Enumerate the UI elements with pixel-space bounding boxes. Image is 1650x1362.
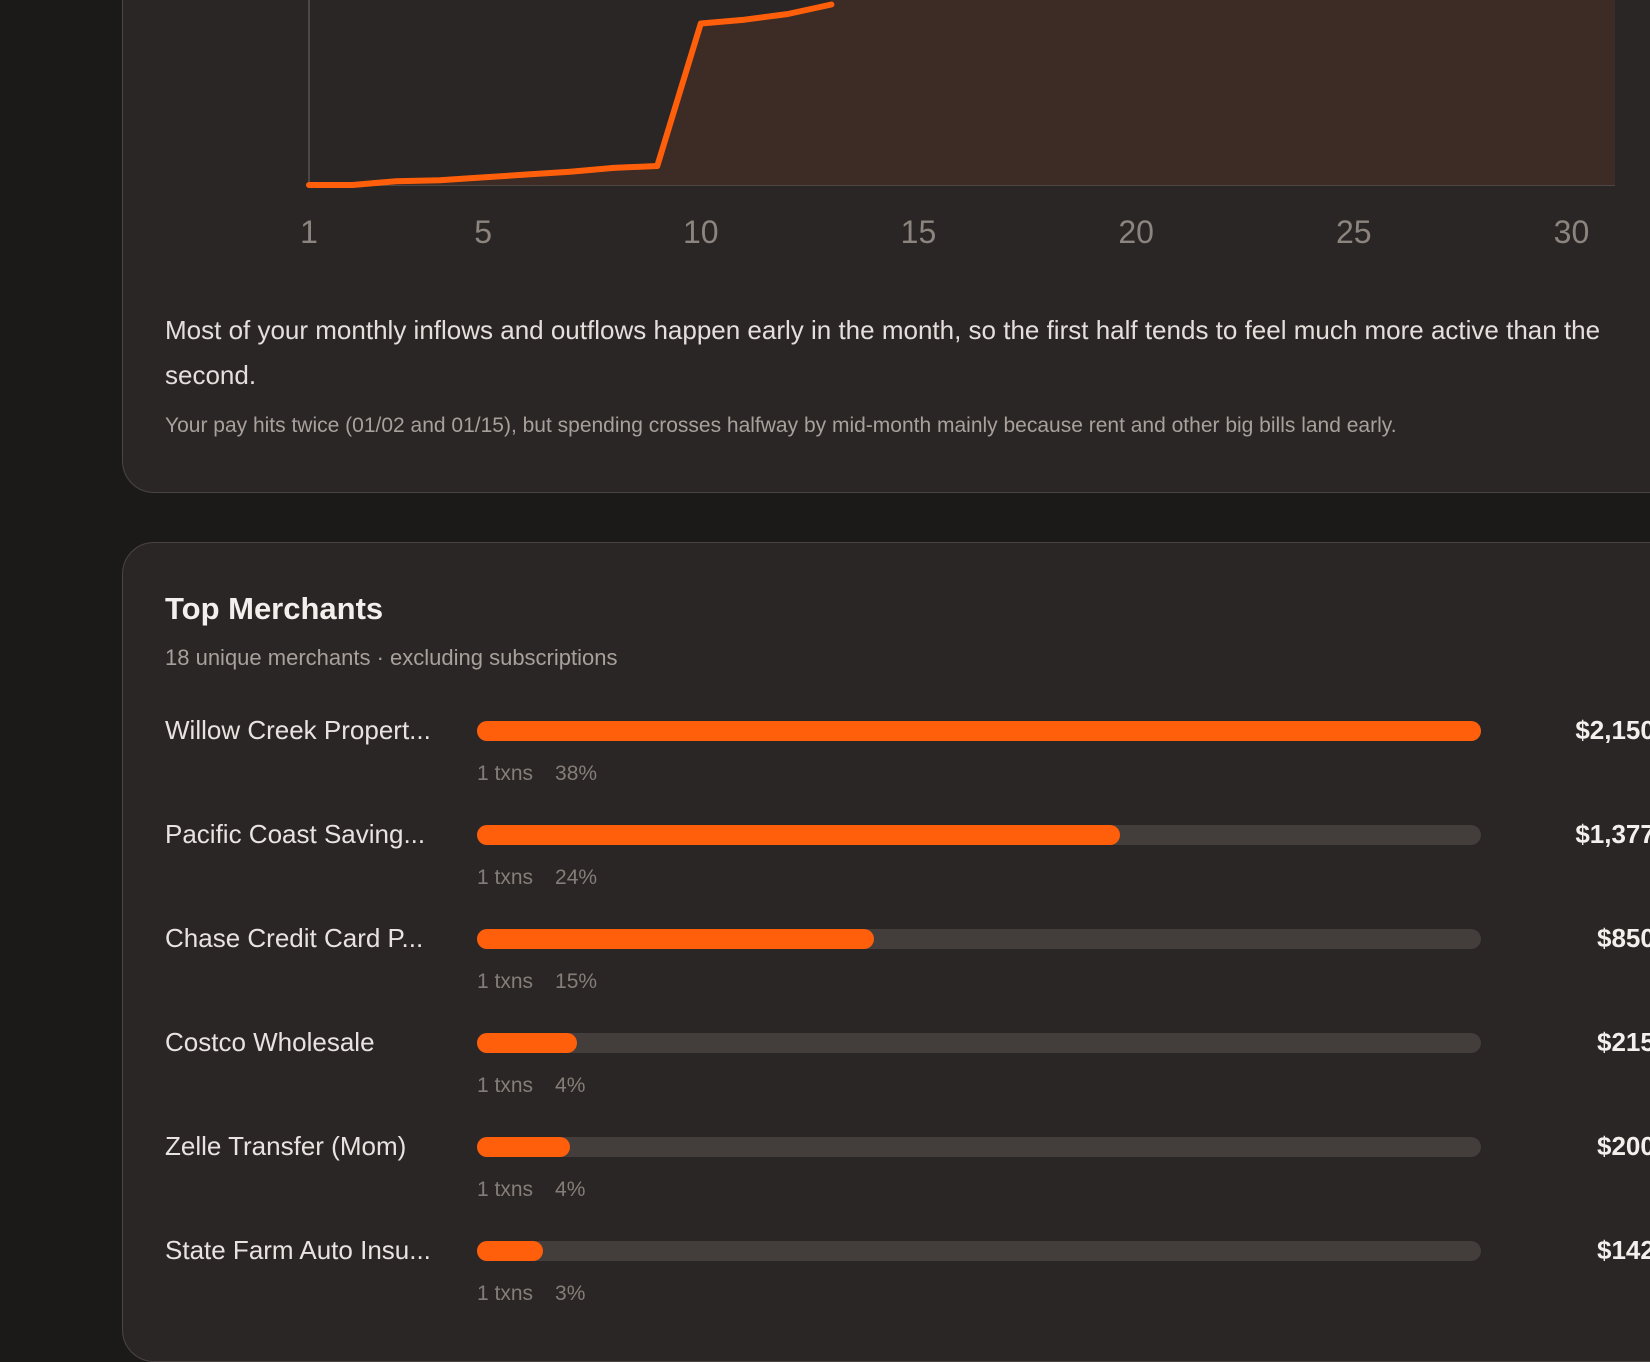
merchant-meta: 1 txns 4% bbox=[477, 1074, 585, 1098]
merchant-name: Costco Wholesale bbox=[165, 1027, 375, 1057]
merchant-bar-track bbox=[477, 721, 1481, 741]
merchant-bar-fill bbox=[477, 825, 1120, 845]
merchant-row[interactable]: Zelle Transfer (Mom) $200.00 1 txns 4% bbox=[165, 1129, 1650, 1233]
merchant-name: Pacific Coast Saving... bbox=[165, 819, 426, 849]
merchant-txns: 1 txns bbox=[477, 1074, 534, 1097]
merchant-pct: 4% bbox=[555, 1178, 586, 1201]
left-rail bbox=[0, 0, 122, 1326]
x-tick-label: 1 bbox=[300, 214, 318, 250]
merchant-txns: 1 txns bbox=[477, 970, 534, 993]
top-merchants-subtitle: 18 unique merchants · excluding subscrip… bbox=[165, 645, 618, 670]
merchant-amount: $200.00 bbox=[1597, 1131, 1650, 1161]
x-tick-label: 5 bbox=[474, 214, 492, 250]
merchant-bar-track bbox=[477, 1137, 1481, 1157]
merchant-pct: 24% bbox=[555, 866, 598, 889]
merchant-txns: 1 txns bbox=[477, 1178, 534, 1201]
merchant-bar-fill bbox=[477, 1241, 544, 1261]
merchant-bar-fill bbox=[477, 1137, 571, 1157]
x-tick-label: 20 bbox=[1118, 214, 1154, 250]
insight-sub-text: Your pay hits twice (01/02 and 01/15), b… bbox=[165, 414, 1397, 437]
merchant-bar-track bbox=[477, 825, 1481, 845]
merchant-amount: $2,150.00 bbox=[1575, 715, 1650, 745]
merchant-bar-track bbox=[477, 1033, 1481, 1053]
cumulative-chart-card: 1 5 10 15 20 25 30 Most of your monthly inflow… bbox=[122, 0, 1650, 493]
cumulative-area-chart: 1 5 10 15 20 25 30 bbox=[300, 0, 1615, 250]
merchant-amount: $1,377.00 bbox=[1575, 819, 1650, 849]
insight-main-text: Most of your monthly inflows and outflow… bbox=[165, 315, 1601, 390]
merchant-row[interactable]: Pacific Coast Saving... $1,377.00 1 txns… bbox=[165, 817, 1650, 921]
merchant-row[interactable]: Costco Wholesale $215.88 1 txns 4% bbox=[165, 1025, 1650, 1129]
merchant-amount: $215.88 bbox=[1597, 1027, 1650, 1057]
merchant-meta: 1 txns 38% bbox=[477, 762, 597, 786]
merchant-amount: $850.00 bbox=[1597, 923, 1650, 953]
x-tick-label: 30 bbox=[1554, 214, 1590, 250]
merchant-pct: 3% bbox=[555, 1282, 586, 1305]
merchant-row[interactable]: State Farm Auto Insu... $142.67 1 txns 3% bbox=[165, 1233, 1650, 1337]
merchant-pct: 38% bbox=[555, 762, 598, 785]
x-tick-label: 10 bbox=[683, 214, 719, 250]
merchant-list: Willow Creek Propert... $2,150.00 1 txns… bbox=[165, 713, 1650, 1337]
merchant-row[interactable]: Willow Creek Propert... $2,150.00 1 txns… bbox=[165, 713, 1650, 817]
merchant-bar-fill bbox=[477, 721, 1481, 741]
merchant-meta: 1 txns 15% bbox=[477, 970, 597, 994]
x-tick-label: 15 bbox=[901, 214, 937, 250]
merchant-name: Chase Credit Card P... bbox=[165, 923, 424, 953]
merchant-bar-track bbox=[477, 929, 1481, 949]
merchant-txns: 1 txns bbox=[477, 1282, 534, 1305]
merchant-pct: 4% bbox=[555, 1074, 586, 1097]
merchant-meta: 1 txns 3% bbox=[477, 1282, 585, 1306]
merchant-name: Zelle Transfer (Mom) bbox=[165, 1131, 407, 1161]
merchant-bar-fill bbox=[477, 1033, 578, 1053]
merchant-meta: 1 txns 24% bbox=[477, 866, 597, 890]
merchant-pct: 15% bbox=[555, 970, 598, 993]
merchant-bar-fill bbox=[477, 929, 874, 949]
top-merchants-title: Top Merchants bbox=[165, 591, 384, 626]
merchant-amount: $142.67 bbox=[1597, 1235, 1650, 1265]
merchant-txns: 1 txns bbox=[477, 762, 534, 785]
merchant-name: Willow Creek Propert... bbox=[165, 715, 431, 745]
cumulative-series-line bbox=[306, 1, 835, 188]
top-merchants-card: Top Merchants 18 unique merchants · excl… bbox=[122, 542, 1650, 1362]
merchant-row[interactable]: Chase Credit Card P... $850.00 1 txns 15% bbox=[165, 921, 1650, 1025]
merchant-txns: 1 txns bbox=[477, 866, 534, 889]
merchant-meta: 1 txns 4% bbox=[477, 1178, 585, 1202]
cumulative-area-fill bbox=[309, 0, 1615, 185]
x-tick-label: 25 bbox=[1336, 214, 1372, 250]
merchant-bar-track bbox=[477, 1241, 1481, 1261]
merchant-name: State Farm Auto Insu... bbox=[165, 1235, 431, 1265]
